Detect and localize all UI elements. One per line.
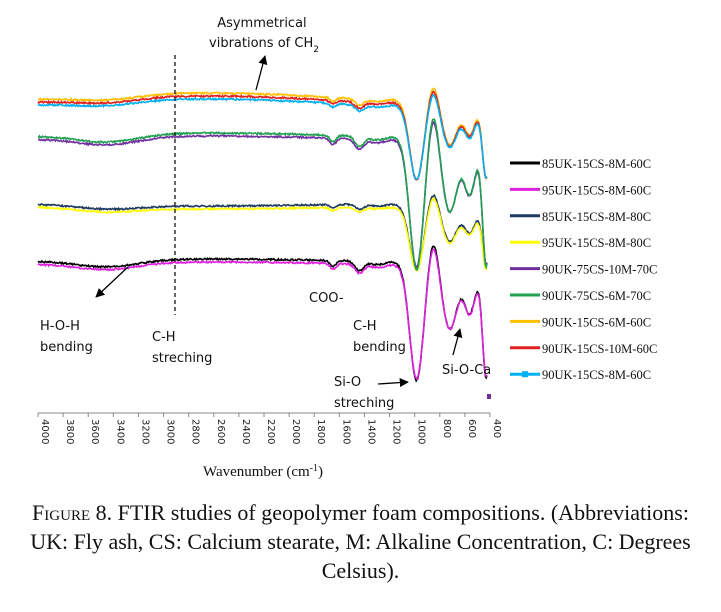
annotation-ch-bending: C-H bending <box>353 319 406 355</box>
arrow-sio-stretching <box>377 378 409 388</box>
x-tick-label: 1000 <box>416 419 427 444</box>
legend-label: 90UK-75CS-6M-70C <box>542 289 651 303</box>
series-line <box>37 93 488 180</box>
annotation-hoh-bending: H-O-H bending <box>40 319 93 355</box>
x-tick-label: 1800 <box>315 419 326 444</box>
annotation-asymmetrical-ch2: Asymmetrical vibrations of CH2 <box>209 16 319 55</box>
caption-figure-word: Figure <box>32 500 91 525</box>
x-tick-label: 2800 <box>190 419 201 444</box>
series-line <box>37 248 488 381</box>
x-tick-label: 1400 <box>365 419 376 444</box>
x-tick-label: 400 <box>491 419 502 438</box>
x-tick-label: 3200 <box>139 419 150 444</box>
x-tick-label: 3400 <box>114 419 125 444</box>
legend-label: 95UK-15CS-8M-80C <box>542 236 651 250</box>
arrow-sioca <box>452 328 463 356</box>
x-tick-label: 2200 <box>265 419 276 444</box>
x-tick-label: 1600 <box>340 419 351 444</box>
x-tick-label: 2000 <box>290 419 301 444</box>
legend-label: 90UK-15CS-10M-60C <box>542 342 657 356</box>
figure-caption: Figure 8. FTIR studies of geopolymer foa… <box>20 498 701 585</box>
x-tick-label: 600 <box>466 419 477 438</box>
annotation-ch-stretching: C-H streching <box>152 330 212 366</box>
x-tick-label: 3800 <box>64 419 75 444</box>
x-tick-label: 2400 <box>240 419 251 444</box>
legend-label: 90UK-15CS-6M-60C <box>542 315 651 329</box>
series-line <box>37 120 488 270</box>
x-tick-label: 3600 <box>89 419 100 444</box>
x-tick-layer: 4000 3800 3600 3400 3200 3000 2800 2600 2400 2200… <box>37 413 502 444</box>
x-tick-label: 3000 <box>165 419 176 444</box>
arrow-hoh-bending <box>95 266 129 298</box>
legend-label: 85UK-15CS-8M-80C <box>542 210 651 224</box>
series-layer <box>37 87 488 383</box>
x-tick-label: 2600 <box>215 419 226 444</box>
annotation-coo: COO- <box>309 291 344 306</box>
x-tick-label: 800 <box>441 419 452 438</box>
legend-label: 90UK-15CS-8M-60C <box>542 368 651 382</box>
x-tick-label: 1200 <box>391 419 402 444</box>
legend-label: 95UK-15CS-8M-60C <box>542 183 651 197</box>
series-line <box>37 196 488 273</box>
annotation-sio-stretching: Si-O streching <box>334 375 394 411</box>
caption-text: 8. FTIR studies of geopolymer foam compo… <box>30 500 691 583</box>
legend-label: 90UK-75CS-10M-70C <box>542 263 657 277</box>
legend-label: 85UK-15CS-8M-60C <box>542 157 651 171</box>
arrow-asymmetrical-ch2 <box>255 55 268 91</box>
stray-marker <box>487 394 491 399</box>
annotation-sioca: Si-O-Ca <box>442 363 491 378</box>
legend-marker <box>522 371 528 378</box>
x-tick-label: 4000 <box>39 419 50 444</box>
x-axis-label: Wavenumber (cm-1) <box>203 463 323 481</box>
series-line <box>37 118 488 272</box>
legend: 85UK-15CS-8M-60C 95UK-15CS-8M-60C 85UK-15C… <box>510 157 657 382</box>
